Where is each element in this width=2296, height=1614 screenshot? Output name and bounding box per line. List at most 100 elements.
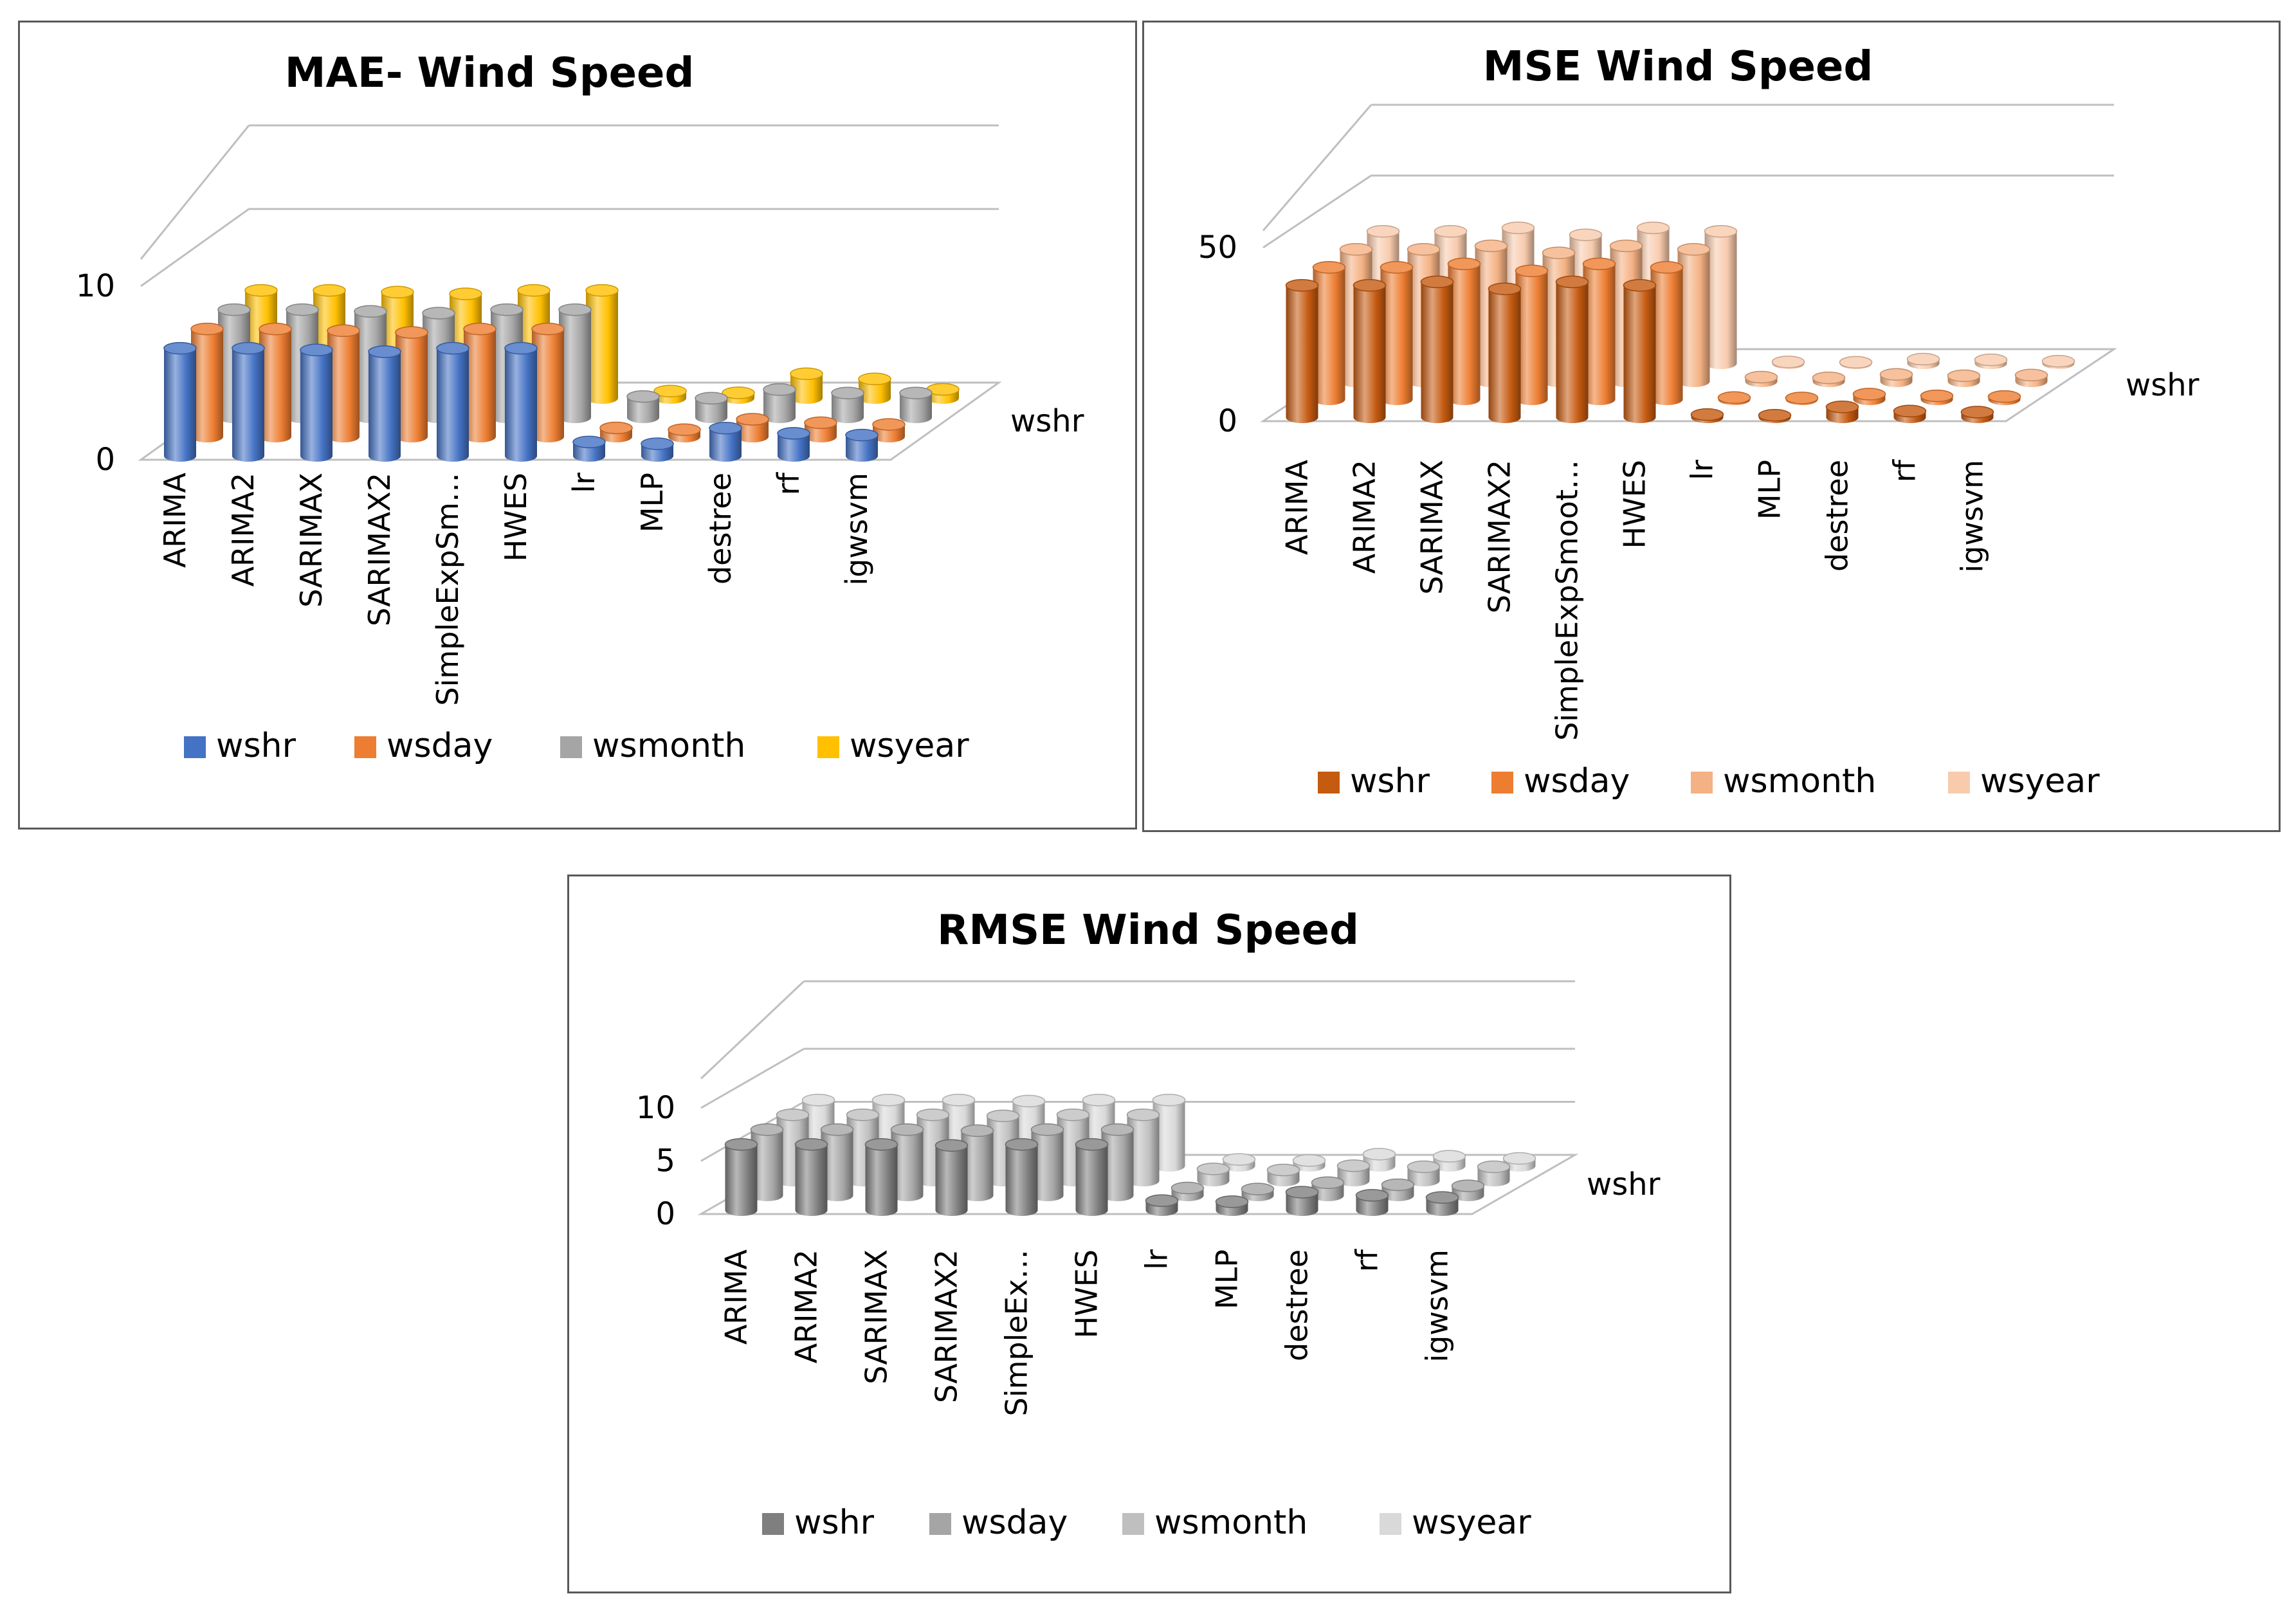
bar-wshr-1 bbox=[1353, 279, 1387, 423]
bar-wshr-0 bbox=[163, 341, 197, 462]
bar-wshr-3 bbox=[934, 1139, 969, 1216]
bar-wsmonth-9 bbox=[1407, 1160, 1441, 1186]
bar-wsday-3 bbox=[395, 326, 428, 442]
x-tick-label: MLP bbox=[1753, 460, 1787, 520]
x-tick-label: destree bbox=[1820, 460, 1855, 572]
x-tick-label: lr bbox=[1140, 1249, 1174, 1270]
bar-wsday-7 bbox=[1241, 1183, 1275, 1201]
bar-wsyear-9 bbox=[858, 372, 891, 404]
x-tick-label: SARIMAX2 bbox=[1482, 460, 1517, 613]
legend-item-wsyear: wsyear bbox=[817, 727, 969, 765]
legend-label: wsday bbox=[387, 727, 493, 765]
x-tick-label: SARIMAX2 bbox=[929, 1249, 964, 1403]
bar-wshr-6 bbox=[1145, 1194, 1179, 1216]
bar-wsmonth-8 bbox=[1879, 368, 1913, 387]
bar-wshr-9 bbox=[1355, 1189, 1389, 1216]
x-tick-label: SARIMAX bbox=[294, 473, 329, 608]
rmse-chart-panel: RMSE Wind Speed 0 5 10 wshr ARIMA ARIMA2 SARIMA… bbox=[567, 875, 1731, 1593]
x-tick-label: lr bbox=[567, 473, 601, 493]
bar-wshr-5 bbox=[1075, 1138, 1109, 1216]
legend-label: wshr bbox=[1350, 762, 1430, 801]
legend-item-wshr: wshr bbox=[1318, 762, 1430, 801]
rmse-chart: RMSE Wind Speed 0 5 10 wshr ARIMA ARIMA2 SARIMA… bbox=[636, 907, 1661, 1542]
bar-wshr-4 bbox=[1555, 275, 1589, 423]
legend-item-wsmonth: wsmonth bbox=[1122, 1503, 1307, 1542]
legend-item-wsmonth: wsmonth bbox=[1691, 762, 1876, 801]
bar-wsday-4 bbox=[1030, 1123, 1064, 1201]
x-tick-label: igwsvm bbox=[1420, 1249, 1455, 1363]
x-tick-label: SimpleExpSmoot… bbox=[1550, 460, 1585, 741]
bar-wshr-2 bbox=[1420, 275, 1454, 423]
bar-wshr-6 bbox=[572, 435, 606, 462]
bar-wsmonth-10 bbox=[899, 386, 933, 423]
legend-label: wsyear bbox=[850, 727, 969, 765]
bar-wsmonth-5 bbox=[1126, 1108, 1160, 1186]
bar-wsday-6 bbox=[1171, 1181, 1205, 1201]
bar-wsmonth-5 bbox=[558, 303, 592, 423]
bar-wshr-10 bbox=[1960, 406, 1994, 423]
bar-wsyear-5 bbox=[1704, 225, 1738, 369]
bar-wsday-4 bbox=[1582, 257, 1616, 405]
bar-wshr-5 bbox=[1623, 279, 1657, 423]
bar-wsday-3 bbox=[960, 1124, 994, 1201]
x-tick-label: HWES bbox=[1070, 1249, 1104, 1338]
bar-wsday-1 bbox=[259, 322, 292, 442]
bar-wsday-8 bbox=[736, 413, 769, 442]
bar-wsmonth-9 bbox=[831, 386, 864, 423]
legend-item-wshr: wshr bbox=[184, 727, 296, 765]
x-tick-label: rf bbox=[1888, 458, 1922, 482]
bar-wsmonth-7 bbox=[1812, 371, 1846, 387]
bar-wshr-10 bbox=[1425, 1191, 1459, 1216]
legend-item-wsmonth: wsmonth bbox=[560, 727, 745, 765]
bar-wsmonth-6 bbox=[1196, 1163, 1230, 1186]
bar-wshr-6 bbox=[1690, 408, 1724, 423]
bar-wsyear-6 bbox=[1771, 356, 1805, 369]
bar-wshr-8 bbox=[709, 422, 742, 462]
bar-wsyear-5 bbox=[585, 284, 619, 404]
mse-chart: MSE Wind Speed 0 50 wshr ARIMA ARIMA2 SARIMAX S… bbox=[1198, 43, 2200, 801]
x-tick-label: HWES bbox=[498, 473, 533, 561]
bar-wsmonth-6 bbox=[1744, 370, 1778, 387]
bar-wsmonth-8 bbox=[1336, 1159, 1371, 1186]
bar-wshr-4 bbox=[1005, 1138, 1039, 1216]
bar-wshr-2 bbox=[300, 343, 333, 462]
mae-chart-panel: MAE- Wind Speed 0 10 wshr ARIMA ARIMA2 SARIMAX… bbox=[18, 21, 1137, 830]
bar-wshr-0 bbox=[1285, 279, 1319, 423]
x-tick-label: destree bbox=[703, 473, 738, 585]
x-tick-label: rf bbox=[771, 471, 806, 495]
bar-wsday-8 bbox=[1311, 1176, 1345, 1201]
legend-label: wsmonth bbox=[1154, 1503, 1307, 1542]
mae-chart: MAE- Wind Speed 0 10 wshr ARIMA ARIMA2 SARIMAX… bbox=[76, 50, 1084, 765]
x-tick-label: MLP bbox=[635, 473, 670, 532]
depth-axis-label: wshr bbox=[2126, 367, 2200, 403]
bar-wsmonth-7 bbox=[1266, 1163, 1300, 1186]
bar-wsmonth-5 bbox=[1677, 243, 1711, 387]
gridline bbox=[1262, 174, 1372, 249]
chart-title: RMSE Wind Speed bbox=[937, 907, 1359, 954]
bar-wshr-1 bbox=[794, 1138, 828, 1216]
legend-item-wsday: wsday bbox=[929, 1503, 1068, 1542]
legend-item-wsday: wsday bbox=[354, 727, 493, 765]
bar-wsmonth-10 bbox=[2014, 368, 2048, 387]
bar-wsyear-5 bbox=[1152, 1093, 1186, 1172]
bar-wsday-0 bbox=[750, 1123, 784, 1201]
legend-label: wsmonth bbox=[1723, 762, 1876, 801]
gridline bbox=[140, 208, 250, 287]
bar-wshr-9 bbox=[1893, 404, 1927, 423]
bar-wsday-2 bbox=[1447, 257, 1481, 405]
bar-wshr-4 bbox=[436, 341, 469, 462]
x-tick-label: ARIMA2 bbox=[789, 1249, 824, 1363]
bar-wshr-10 bbox=[845, 428, 879, 462]
bar-wsday-9 bbox=[1920, 389, 1954, 405]
x-tick-label: SARIMAX2 bbox=[362, 473, 397, 626]
legend-item-wsyear: wsyear bbox=[1948, 762, 2100, 801]
bar-wsyear-7 bbox=[722, 386, 755, 404]
bar-wsday-10 bbox=[1451, 1179, 1485, 1201]
bar-wshr-7 bbox=[641, 437, 674, 462]
y-tick-label: 50 bbox=[1198, 230, 1237, 266]
bar-wsmonth-9 bbox=[1947, 369, 1981, 387]
bar-wsday-1 bbox=[1380, 261, 1414, 405]
bar-wsmonth-8 bbox=[763, 383, 796, 423]
x-tick-label: SimpleEx… bbox=[999, 1249, 1034, 1416]
bar-wsday-10 bbox=[872, 418, 906, 442]
